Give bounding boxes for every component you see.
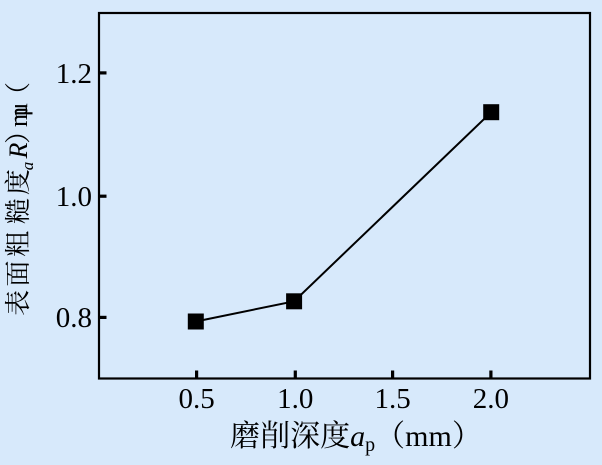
- svg-text:1.0: 1.0: [56, 181, 92, 213]
- svg-text:磨削深度ap（mm）: 磨削深度ap（mm）: [230, 420, 482, 456]
- svg-text:0.8: 0.8: [56, 302, 92, 334]
- svg-text:1.5: 1.5: [374, 383, 410, 415]
- svg-text:1.2: 1.2: [56, 58, 92, 90]
- svg-text:2.0: 2.0: [473, 383, 509, 415]
- svg-text:1.0: 1.0: [277, 383, 313, 415]
- svg-text:0.5: 0.5: [178, 383, 214, 415]
